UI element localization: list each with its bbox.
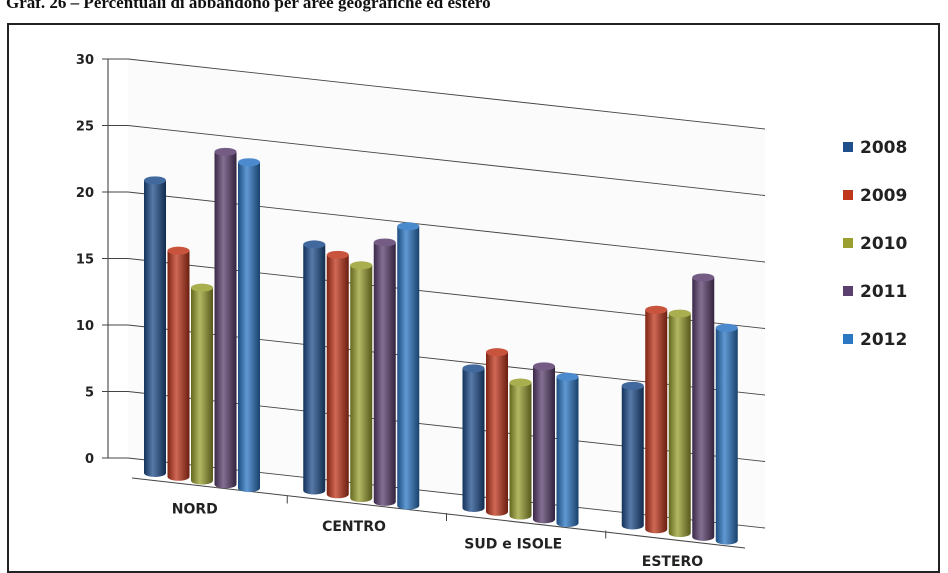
x-category-label: SUD e ISOLE bbox=[464, 536, 562, 552]
bar-body bbox=[621, 385, 644, 530]
x-axis-line bbox=[131, 477, 746, 549]
bar-top bbox=[303, 240, 326, 249]
bar-body bbox=[715, 327, 738, 545]
y-tick-label: 0 bbox=[85, 452, 94, 467]
legend-item: 2010 bbox=[843, 234, 907, 254]
bar bbox=[191, 283, 213, 485]
y-tick-label: 15 bbox=[76, 253, 94, 268]
bar bbox=[486, 348, 508, 516]
bar-body bbox=[486, 352, 508, 516]
legend-label: 2012 bbox=[860, 330, 907, 350]
bar bbox=[397, 222, 420, 510]
bar bbox=[621, 381, 644, 530]
bar-top bbox=[645, 305, 668, 314]
legend-swatch bbox=[843, 238, 853, 248]
bar bbox=[509, 378, 532, 520]
bar-top bbox=[486, 348, 508, 357]
bar bbox=[533, 362, 555, 524]
y-tick-label: 10 bbox=[76, 319, 94, 334]
bar bbox=[715, 323, 738, 545]
bar-top bbox=[692, 273, 715, 282]
x-category-label: NORD bbox=[172, 501, 218, 517]
bars bbox=[144, 147, 738, 545]
bar-body bbox=[668, 313, 691, 538]
legend-label: 2009 bbox=[860, 186, 907, 206]
bar bbox=[167, 246, 190, 481]
bar bbox=[462, 364, 485, 512]
bar bbox=[326, 250, 349, 499]
legend-swatch bbox=[843, 286, 853, 296]
bar-body bbox=[191, 287, 213, 485]
bar-body bbox=[645, 309, 668, 534]
bar-top bbox=[167, 246, 190, 255]
x-category-label: CENTRO bbox=[322, 519, 386, 535]
legend-swatch bbox=[843, 334, 853, 344]
legend-swatch bbox=[843, 190, 853, 200]
bar-body bbox=[556, 376, 579, 528]
bar-body bbox=[144, 180, 166, 477]
y-tick-label: 5 bbox=[85, 386, 94, 401]
bar-body bbox=[303, 244, 326, 495]
bar bbox=[556, 372, 579, 528]
bar-top bbox=[191, 283, 213, 292]
bar-top bbox=[214, 147, 237, 156]
gridline bbox=[127, 125, 766, 196]
chart-title: Graf. 26 – Percentuali di abbandono per … bbox=[6, 0, 491, 12]
bar-body bbox=[533, 366, 555, 524]
bar-body bbox=[238, 162, 260, 493]
bar-body bbox=[509, 382, 532, 520]
gridline bbox=[127, 58, 766, 130]
bar bbox=[214, 147, 237, 489]
bar-top bbox=[533, 362, 555, 371]
bar bbox=[238, 158, 260, 493]
bar-body bbox=[373, 242, 396, 506]
bar-top bbox=[556, 372, 579, 381]
bar-top bbox=[621, 381, 644, 390]
bar bbox=[144, 176, 166, 477]
y-axis-ticks: 0 5 10 15 20 25 30 bbox=[76, 53, 94, 467]
legend-item: 2011 bbox=[843, 282, 907, 302]
bar-body bbox=[214, 151, 237, 489]
bar bbox=[303, 240, 326, 495]
bar-top bbox=[326, 250, 349, 259]
legend: 2008 2009 2010 2011 2012 bbox=[843, 138, 907, 350]
bar bbox=[645, 305, 668, 534]
bar bbox=[668, 309, 691, 538]
y-tick-label: 30 bbox=[76, 53, 94, 68]
bar-top bbox=[668, 309, 691, 318]
bar-top bbox=[509, 378, 532, 387]
bar-top bbox=[373, 238, 396, 247]
bar-body bbox=[350, 265, 373, 503]
bar-body bbox=[326, 254, 349, 499]
bar-top bbox=[397, 222, 420, 231]
y-tick-label: 20 bbox=[76, 186, 94, 201]
bar-body bbox=[167, 250, 190, 481]
bar-top bbox=[350, 261, 373, 270]
x-category-label: ESTERO bbox=[642, 554, 704, 567]
bar-top bbox=[144, 176, 166, 185]
bar-top bbox=[238, 158, 260, 167]
bar bbox=[373, 238, 396, 506]
bar-top bbox=[715, 323, 738, 332]
legend-label: 2008 bbox=[860, 138, 907, 158]
bar-body bbox=[397, 226, 420, 510]
legend-swatch bbox=[843, 142, 853, 152]
legend-label: 2010 bbox=[860, 234, 907, 254]
bar bbox=[350, 261, 373, 503]
bar-body bbox=[692, 277, 715, 541]
legend-label: 2011 bbox=[860, 282, 907, 302]
category-labels: NORD CENTRO SUD e ISOLE ESTERO bbox=[172, 501, 704, 567]
legend-item: 2012 bbox=[843, 330, 907, 350]
legend-item: 2009 bbox=[843, 186, 907, 206]
bar-top bbox=[462, 364, 485, 373]
bar-body bbox=[462, 368, 485, 512]
legend-item: 2008 bbox=[843, 138, 907, 158]
y-tick-label: 25 bbox=[76, 120, 94, 135]
bar bbox=[692, 273, 715, 541]
